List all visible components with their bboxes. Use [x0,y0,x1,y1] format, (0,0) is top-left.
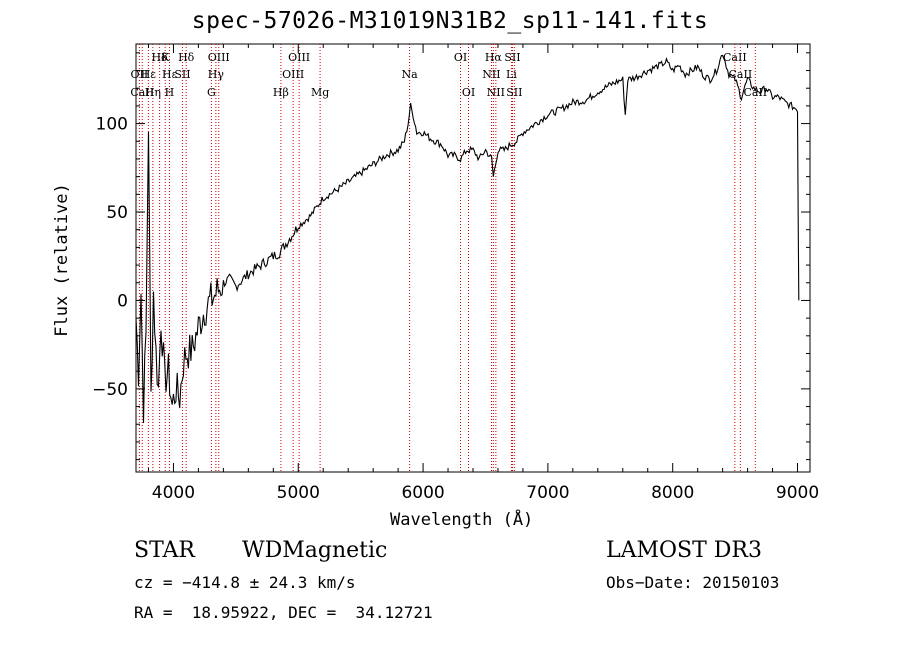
line-label: Hγ [208,68,225,81]
line-label: Hε [141,68,157,81]
x-tick-label: 6000 [401,483,444,503]
line-label: Hδ [151,51,168,64]
y-tick-label: 50 [106,203,128,223]
y-tick-label: −50 [92,380,128,400]
coordinates: RA = 18.95922, DEC = 34.12721 [134,603,433,622]
y-axis-label: Flux (relative) [52,183,72,337]
y-tick-label: 100 [96,115,128,135]
redshift-velocity: cz = −414.8 ± 24.3 km/s [134,573,356,592]
line-label: CaII [729,68,753,81]
line-label: NII [482,68,500,81]
x-tick-label: 5000 [277,483,320,503]
line-label: CaII [723,51,747,64]
line-label: OI [462,86,475,99]
line-label: Hδ [178,51,195,64]
line-label: Hη [145,86,161,99]
line-label: K [161,51,170,64]
line-label: CaII [743,86,767,99]
line-label: Hα [485,51,503,64]
line-label: SII [504,51,520,64]
line-label: H [165,86,175,99]
line-markers [138,44,756,472]
line-label: SII [174,68,190,81]
line-label: SII [506,86,522,99]
line-label: G [207,86,216,99]
plot-frame [135,43,811,473]
line-label: Mg [311,86,329,99]
observation-date: Obs−Date: 20150103 [606,573,780,592]
line-label: OIII [208,51,230,64]
line-label: Hβ [273,86,289,99]
x-tick-label: 8000 [651,483,694,503]
line-label: Na [402,68,419,81]
tick-labels: 4000 5000 6000 7000 8000 9000 −50 0 50 100 [92,115,819,503]
x-tick-label: 7000 [526,483,569,503]
chart-title: spec-57026-M31019N31B2_sp11-141.fits [191,8,709,34]
line-label: NII [487,86,505,99]
object-class: STAR [134,538,195,563]
x-tick-label: 4000 [152,483,195,503]
line-label: OIII [282,68,304,81]
y-tick-label: 0 [117,291,128,311]
spectrum-line [135,54,800,424]
x-tick-label: 9000 [776,483,819,503]
survey-name: LAMOST DR3 [606,538,762,563]
line-label: Li [506,68,517,81]
line-label: Hε [162,68,178,81]
line-label: CaII [130,86,154,99]
axis-ticks [136,44,810,472]
line-label: OIII [288,51,310,64]
object-subclass: WDMagnetic [242,538,388,563]
line-label: OII [131,68,149,81]
x-axis-label: Wavelength (Å) [390,510,534,530]
line-label: OI [454,51,467,64]
